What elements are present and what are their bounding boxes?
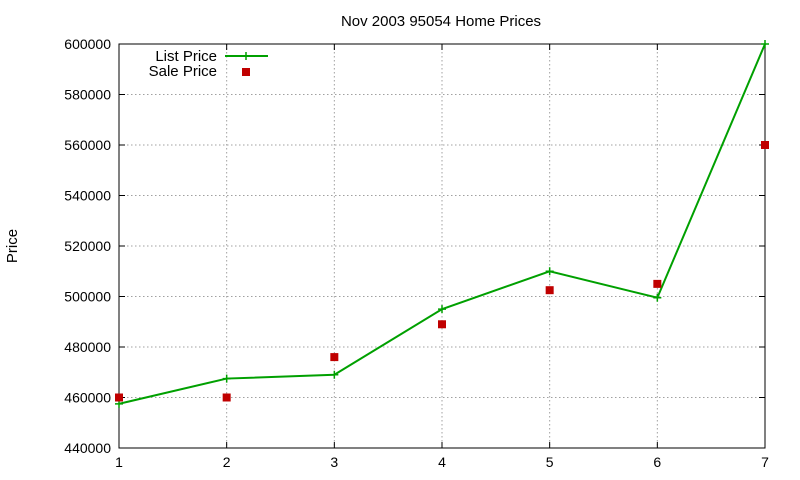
- x-tick-label: 7: [761, 454, 769, 470]
- y-tick-label: 580000: [64, 87, 111, 103]
- sale-price-point: [653, 279, 662, 288]
- sale-price-point: [115, 393, 123, 402]
- legend-sale-price-label: Sale Price: [149, 63, 217, 80]
- y-tick-label: 440000: [64, 440, 111, 456]
- y-tick-label: 540000: [64, 188, 111, 204]
- x-tick-label: 5: [546, 454, 554, 470]
- sale-price-point: [330, 353, 339, 362]
- x-tick-label: 4: [438, 454, 446, 470]
- y-tick-label: 520000: [64, 238, 111, 254]
- legend-sale-price-marker: [242, 68, 250, 76]
- sale-price-point: [438, 320, 446, 329]
- y-tick-label: 460000: [64, 390, 111, 406]
- series-layer: [115, 40, 769, 408]
- y-tick-label: 480000: [64, 339, 111, 355]
- y-axis-label: Price: [4, 229, 21, 263]
- list-price-point: [761, 40, 769, 48]
- x-tick-label: 6: [653, 454, 661, 470]
- sale-price-point: [222, 393, 231, 402]
- x-tick-label: 1: [115, 454, 123, 470]
- y-tick-label: 500000: [64, 289, 111, 305]
- legend-list-price-marker: [242, 52, 250, 60]
- plot-frame: [118, 43, 766, 449]
- list-price-point: [330, 370, 339, 379]
- legend-list-price-label: List Price: [155, 48, 217, 65]
- x-tick-label: 2: [223, 454, 231, 470]
- y-tick-label: 560000: [64, 137, 111, 153]
- x-tick-label: 3: [330, 454, 338, 470]
- sale-price-point: [545, 286, 554, 295]
- sale-price-point: [761, 141, 769, 149]
- list-price-point: [438, 305, 446, 314]
- list-price-point: [653, 293, 662, 302]
- list-price-line: [118, 43, 766, 405]
- y-tick-label: 600000: [64, 36, 111, 52]
- chart-title: Nov 2003 95054 Home Prices: [341, 13, 541, 30]
- list-price-point: [222, 374, 231, 383]
- tick-labels: 4400004600004800005000005200005400005600…: [64, 36, 769, 470]
- list-price-point: [545, 267, 554, 276]
- grid-lines: [119, 44, 765, 448]
